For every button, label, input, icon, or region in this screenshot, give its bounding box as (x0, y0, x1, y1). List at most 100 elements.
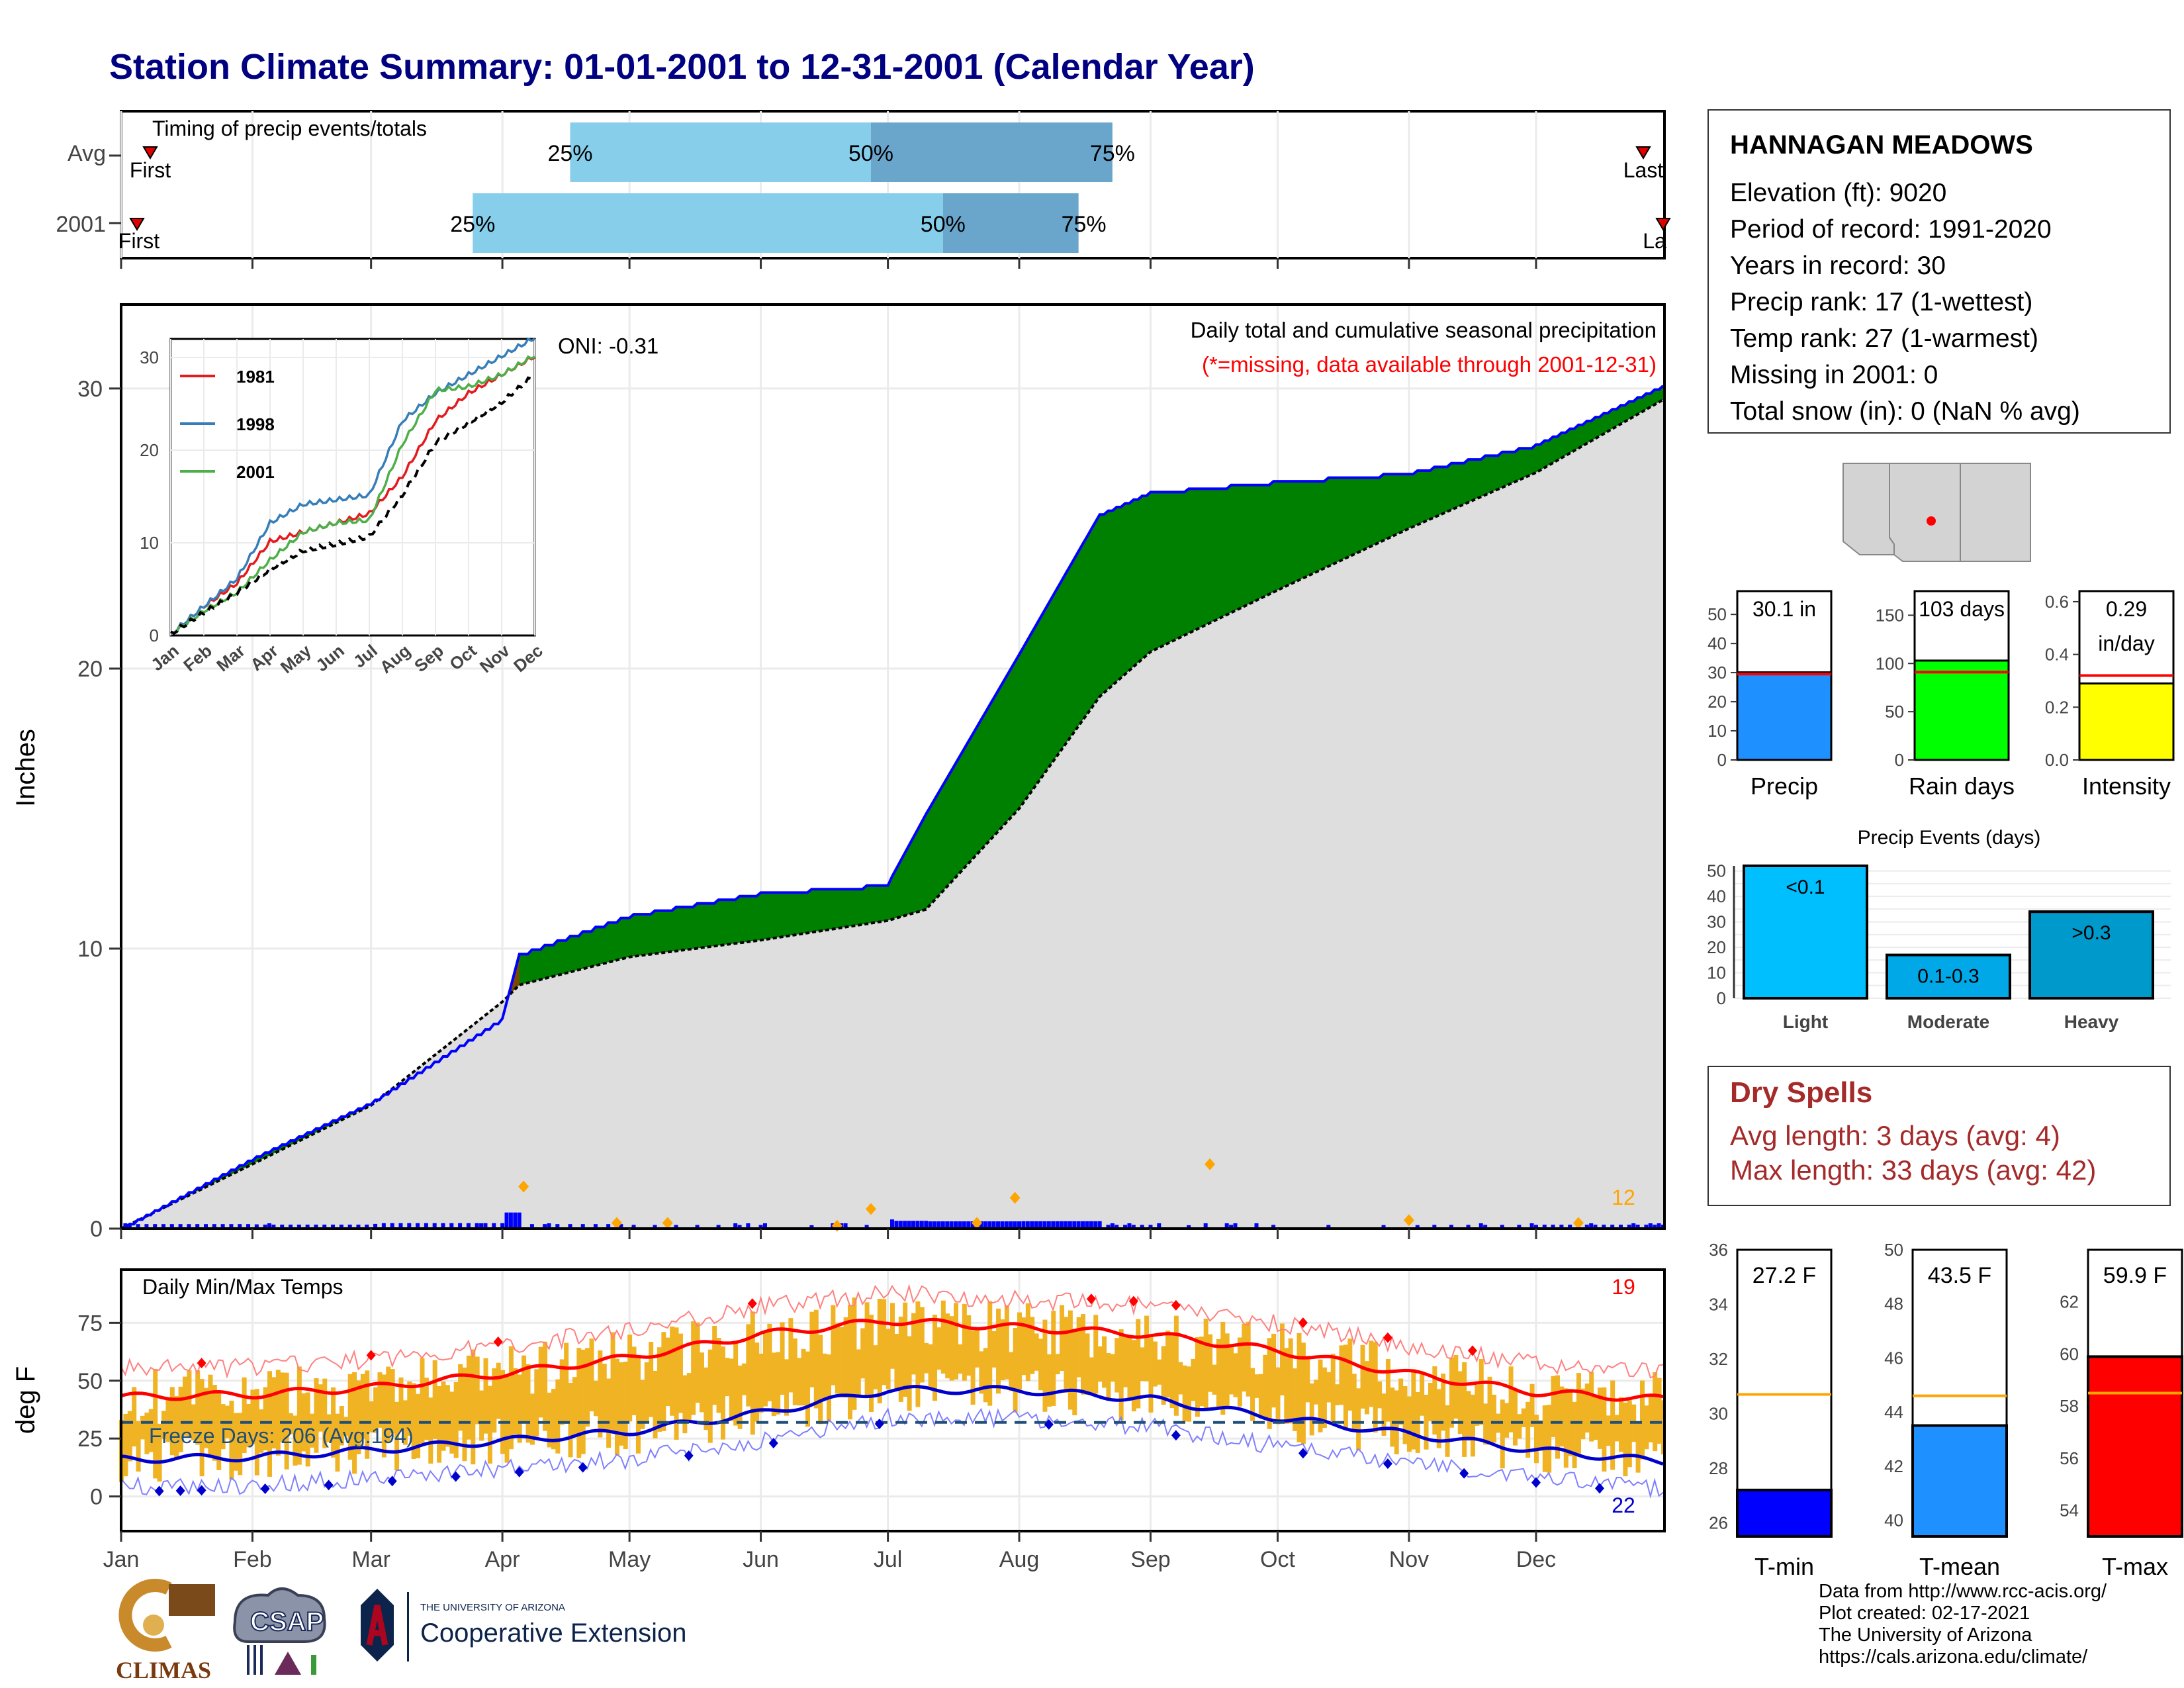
events-title: Precip Events (days) (1858, 827, 2041, 849)
avg-max-line (120, 1317, 1664, 1402)
ytick-label: 0 (90, 1485, 103, 1510)
dry-spells-avg: Avg length: 3 days (avg: 4) (1730, 1120, 2060, 1151)
daily-precip-bar (695, 1225, 700, 1229)
daily-temp-bar (1487, 1376, 1492, 1445)
ytick-label: 32 (1709, 1349, 1728, 1369)
record-high-marker (1467, 1345, 1477, 1356)
daily-precip-bar (568, 1224, 572, 1229)
daily-temp-bar (127, 1411, 132, 1462)
daily-temp-bar (424, 1378, 429, 1440)
daily-temp-bar (1093, 1315, 1099, 1394)
page-title: Station Climate Summary: 01-01-2001 to 1… (109, 47, 1255, 87)
temp-label: Daily Min/Max Temps (142, 1275, 343, 1299)
daily-temp-bar (619, 1362, 624, 1446)
ytick-label: 0.4 (2045, 645, 2069, 665)
daily-precip-bar (267, 1223, 272, 1229)
daily-temp-bar (894, 1334, 899, 1390)
first-marker-2001 (129, 218, 145, 231)
daily-temp-bar (1182, 1365, 1187, 1422)
daily-temp-bar (792, 1338, 797, 1405)
daily-precip-bar (1038, 1221, 1043, 1229)
ytick-label: 10 (77, 937, 103, 962)
daily-temp-bar (631, 1346, 637, 1415)
daily-precip-bar (314, 1224, 318, 1229)
heavy-event-marker (1009, 1192, 1021, 1204)
heavy-event-marker (972, 1217, 983, 1229)
station-info-box: HANNAGAN MEADOWS Elevation (ft): 9020 Pe… (1707, 109, 2171, 434)
daily-precip-bar (555, 1224, 560, 1229)
daily-precip-bar (229, 1224, 234, 1229)
precip-subheader: (*=missing, data available through 2001-… (1202, 352, 1657, 377)
daily-precip-bar (653, 1225, 657, 1229)
temp-summary-label: T-max (2102, 1553, 2168, 1580)
timing-avg-75: 75% (1090, 141, 1135, 166)
daily-precip-bar (949, 1221, 954, 1229)
daily-temp-bar (1191, 1358, 1196, 1401)
daily-temp-bar (1580, 1388, 1586, 1440)
csap-logo-text: CSAP (250, 1607, 324, 1636)
daily-precip-bar (919, 1221, 924, 1229)
inset-ytick: 10 (140, 533, 159, 553)
ytick-label: 44 (1884, 1402, 1903, 1422)
daily-temp-bar (686, 1373, 692, 1421)
daily-temp-bar (1335, 1384, 1340, 1405)
daily-temp-bar (1356, 1388, 1361, 1450)
record-low-marker (578, 1462, 588, 1473)
daily-temp-bar (352, 1372, 357, 1474)
last-marker-2001 (1655, 218, 1671, 231)
intensity-summary-unit: in/day (2098, 632, 2154, 655)
daily-temp-bar (822, 1353, 827, 1398)
daily-temp-bar (933, 1315, 938, 1401)
daily-temp-bar (1106, 1352, 1111, 1401)
daily-temp-bar (610, 1332, 615, 1431)
daily-precip-bar (492, 1223, 496, 1229)
daily-temp-bar (657, 1347, 662, 1432)
daily-temp-bar (534, 1369, 539, 1436)
daily-temp-bar (1309, 1383, 1314, 1436)
daily-temp-bar (758, 1353, 764, 1413)
daily-temp-bar (496, 1362, 501, 1419)
daily-temp-bar (1606, 1415, 1611, 1446)
freeze-days-label: Freeze Days: 206 (Avg:194) (149, 1424, 414, 1448)
precip-header: Daily total and cumulative seasonal prec… (1191, 318, 1657, 342)
record-low-marker (260, 1483, 270, 1494)
daily-temp-bar (1635, 1421, 1641, 1473)
record-high-marker (1128, 1295, 1138, 1307)
inset-ytick: 0 (150, 626, 159, 645)
daily-precip-bar (631, 1225, 636, 1229)
daily-temp-bar (322, 1378, 328, 1448)
daily-temp-bar (741, 1363, 747, 1395)
daily-precip-bar (169, 1224, 174, 1229)
daily-precip-bar (940, 1221, 945, 1229)
daily-temp-bar (890, 1303, 895, 1369)
heavy-event-count: 12 (1612, 1186, 1635, 1209)
heavy-event-marker (1205, 1158, 1216, 1170)
daily-precip-bar (1449, 1225, 1453, 1229)
daily-temp-bar (1318, 1359, 1323, 1432)
daily-temp-bar (242, 1377, 247, 1453)
station-name: HANNAGAN MEADOWS (1730, 130, 2033, 160)
daily-temp-bar (864, 1302, 870, 1397)
daily-temp-bar (818, 1335, 823, 1425)
daily-temp-bar (386, 1366, 391, 1442)
daily-temp-bar (784, 1359, 789, 1416)
ytick-label: 50 (1707, 604, 1727, 624)
daily-temp-bar (1449, 1357, 1454, 1428)
ytick-label: 0.2 (2045, 697, 2069, 717)
daily-temp-bar (1547, 1405, 1552, 1473)
daily-temp-bar (1322, 1367, 1327, 1429)
timing-2001-75: 75% (1062, 212, 1107, 237)
daily-temp-bar (1013, 1327, 1018, 1413)
event-bar-label: >0.3 (2071, 922, 2111, 944)
timing-avg-50: 50% (848, 141, 893, 166)
daily-temp-bar (868, 1315, 874, 1413)
daily-temp-bar (390, 1369, 395, 1434)
daily-temp-bar (1187, 1366, 1192, 1422)
daily-temp-bar (411, 1383, 416, 1459)
avg-min-line (120, 1385, 1664, 1466)
record-high-marker (1383, 1332, 1392, 1343)
daily-temp-bar (809, 1311, 815, 1387)
daily-temp-bar (356, 1380, 361, 1454)
daily-temp-bar (1305, 1356, 1310, 1403)
